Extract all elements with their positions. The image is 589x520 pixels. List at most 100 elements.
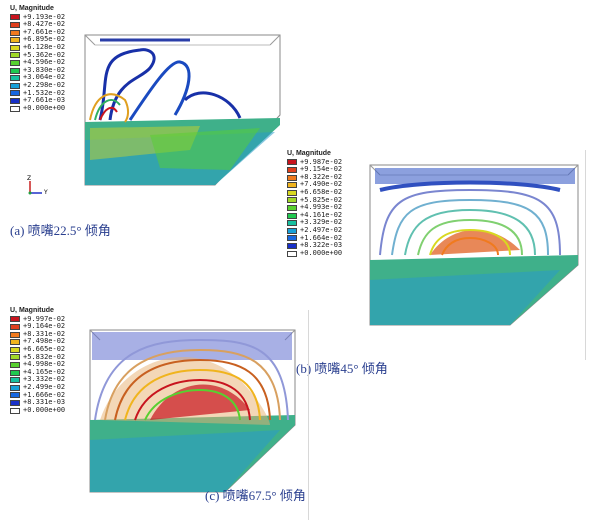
legend-title: U, Magnitude bbox=[287, 150, 331, 157]
legend-entry: +0.000e+00 bbox=[287, 248, 343, 258]
legend-entry: +8.331e-03 bbox=[10, 399, 65, 407]
legend-entry: +8.322e-02 bbox=[287, 172, 343, 182]
legend-swatch bbox=[287, 227, 297, 234]
legend-value: +5.832e-02 bbox=[23, 352, 66, 361]
legend-swatch bbox=[10, 90, 20, 97]
legend-entry: +4.161e-02 bbox=[287, 210, 343, 220]
legend-entry: +5.832e-02 bbox=[10, 352, 66, 362]
legend-value: +3.332e-02 bbox=[23, 375, 66, 384]
legend-entry: +9.987e-02 bbox=[287, 157, 343, 167]
legend-value: +9.193e-02 bbox=[23, 12, 66, 21]
legend-entry: +8.322e-03 bbox=[287, 242, 342, 250]
legend-swatch bbox=[10, 361, 20, 368]
legend-swatch bbox=[287, 189, 297, 196]
legend-value: +2.497e-02 bbox=[300, 225, 343, 234]
legend-value: +8.322e-02 bbox=[300, 172, 343, 181]
legend-entry: +9.154e-02 bbox=[287, 166, 342, 174]
legend-entry: +9.193e-02 bbox=[10, 12, 66, 22]
legend-rows: +9.193e-02 +8.427e-02 +7.661e-02 +6.895e-02… bbox=[10, 12, 66, 113]
legend-value: +5.362e-02 bbox=[23, 50, 66, 59]
legend-entry: +7.498e-02 bbox=[10, 338, 65, 346]
legend-value: +9.164e-02 bbox=[23, 322, 66, 331]
caption-c: (c) 喷嘴67.5° 倾角 bbox=[205, 488, 306, 503]
legend-a: U, Magnitude +9.193e-02 +8.427e-02 +7.661e… bbox=[10, 5, 65, 112]
legend-entry: +7.661e-03 bbox=[10, 97, 65, 105]
legend-swatch bbox=[10, 377, 20, 384]
legend-entry: +9.997e-02 bbox=[10, 314, 66, 324]
legend-value: +9.987e-02 bbox=[300, 157, 343, 166]
legend-entry: +4.165e-02 bbox=[10, 368, 65, 377]
legend-entry: +6.658e-02 bbox=[287, 188, 342, 197]
legend-value: +3.064e-02 bbox=[23, 73, 66, 82]
legend-swatch bbox=[10, 52, 20, 59]
legend-entry: +0.000e+00 bbox=[10, 405, 66, 415]
legend-swatch bbox=[287, 166, 297, 173]
legend-value: +0.000e+00 bbox=[300, 248, 343, 257]
legend-entry: +1.664e-02 bbox=[287, 234, 342, 243]
legend-swatch bbox=[287, 197, 297, 204]
legend-value: +0.000e+00 bbox=[23, 103, 66, 112]
legend-value: +9.997e-02 bbox=[23, 314, 66, 323]
caption-b: (b) 喷嘴45° 倾角 bbox=[296, 361, 388, 376]
legend-entry: +2.499e-02 bbox=[10, 383, 65, 392]
legend-title: U, Magnitude bbox=[10, 5, 54, 12]
legend-entry: +6.895e-02 bbox=[10, 36, 65, 44]
legend-entry: +3.329e-02 bbox=[287, 219, 342, 227]
legend-rows: +9.987e-02 +9.154e-02 +8.322e-02 +7.490e-02… bbox=[287, 157, 343, 258]
legend-swatch bbox=[10, 29, 20, 36]
legend-value: +4.596e-02 bbox=[23, 58, 66, 67]
legend-value: +7.490e-02 bbox=[300, 180, 343, 189]
legend-swatch bbox=[10, 82, 20, 89]
legend-swatch bbox=[10, 316, 20, 323]
divider-right bbox=[585, 150, 586, 360]
legend-swatch bbox=[287, 212, 297, 219]
legend-swatch bbox=[287, 220, 297, 227]
legend-entry: +7.661e-02 bbox=[10, 27, 66, 37]
legend-value: +2.298e-02 bbox=[23, 80, 66, 89]
legend-swatch bbox=[287, 159, 297, 166]
legend-value: +7.498e-02 bbox=[23, 337, 66, 346]
legend-value: +1.532e-02 bbox=[23, 88, 66, 97]
legend-swatch bbox=[10, 97, 20, 104]
axis-label-y: Y bbox=[44, 189, 48, 196]
legend-swatch bbox=[10, 14, 20, 21]
legend-entry: +3.830e-02 bbox=[10, 65, 66, 75]
legend-entry: +4.993e-02 bbox=[287, 204, 342, 212]
legend-entry: +9.164e-02 bbox=[10, 323, 65, 331]
legend-entry: +5.362e-02 bbox=[10, 50, 66, 60]
legend-value: +3.329e-02 bbox=[300, 218, 343, 227]
legend-value: +5.825e-02 bbox=[300, 195, 343, 204]
legend-swatch bbox=[10, 392, 20, 399]
legend-swatch bbox=[10, 339, 20, 346]
legend-swatch bbox=[10, 407, 20, 414]
legend-value: +1.666e-02 bbox=[23, 390, 66, 399]
legend-value: +4.993e-02 bbox=[300, 203, 343, 212]
legend-swatch bbox=[10, 384, 20, 391]
legend-entry: +8.331e-02 bbox=[10, 330, 65, 339]
legend-swatch bbox=[10, 21, 20, 28]
legend-value: +4.998e-02 bbox=[23, 360, 66, 369]
legend-value: +4.161e-02 bbox=[300, 210, 343, 219]
legend-value: +8.331e-03 bbox=[23, 398, 66, 407]
legend-swatch bbox=[10, 105, 20, 112]
legend-entry: +3.064e-02 bbox=[10, 74, 65, 82]
legend-value: +3.830e-02 bbox=[23, 65, 66, 74]
legend-swatch bbox=[287, 235, 297, 242]
legend-b: U, Magnitude +9.987e-02 +9.154e-02 +8.322e… bbox=[287, 150, 342, 257]
legend-swatch bbox=[10, 399, 20, 406]
legend-entry: +4.596e-02 bbox=[10, 59, 65, 67]
legend-swatch bbox=[287, 242, 297, 249]
legend-swatch bbox=[10, 323, 20, 330]
legend-entry: +2.497e-02 bbox=[287, 225, 343, 235]
legend-entry: +2.298e-02 bbox=[10, 80, 66, 90]
legend-value: +0.000e+00 bbox=[23, 405, 66, 414]
legend-entry: +1.666e-02 bbox=[10, 390, 66, 400]
legend-entry: +8.427e-02 bbox=[10, 21, 65, 29]
legend-value: +8.427e-02 bbox=[23, 20, 66, 29]
legend-value: +7.661e-02 bbox=[23, 27, 66, 36]
legend-c: U, Magnitude +9.997e-02 +9.164e-02 +8.331e… bbox=[10, 307, 65, 414]
legend-swatch bbox=[10, 67, 20, 74]
legend-entry: +6.665e-02 bbox=[10, 345, 65, 354]
legend-entry: +6.128e-02 bbox=[10, 43, 65, 52]
